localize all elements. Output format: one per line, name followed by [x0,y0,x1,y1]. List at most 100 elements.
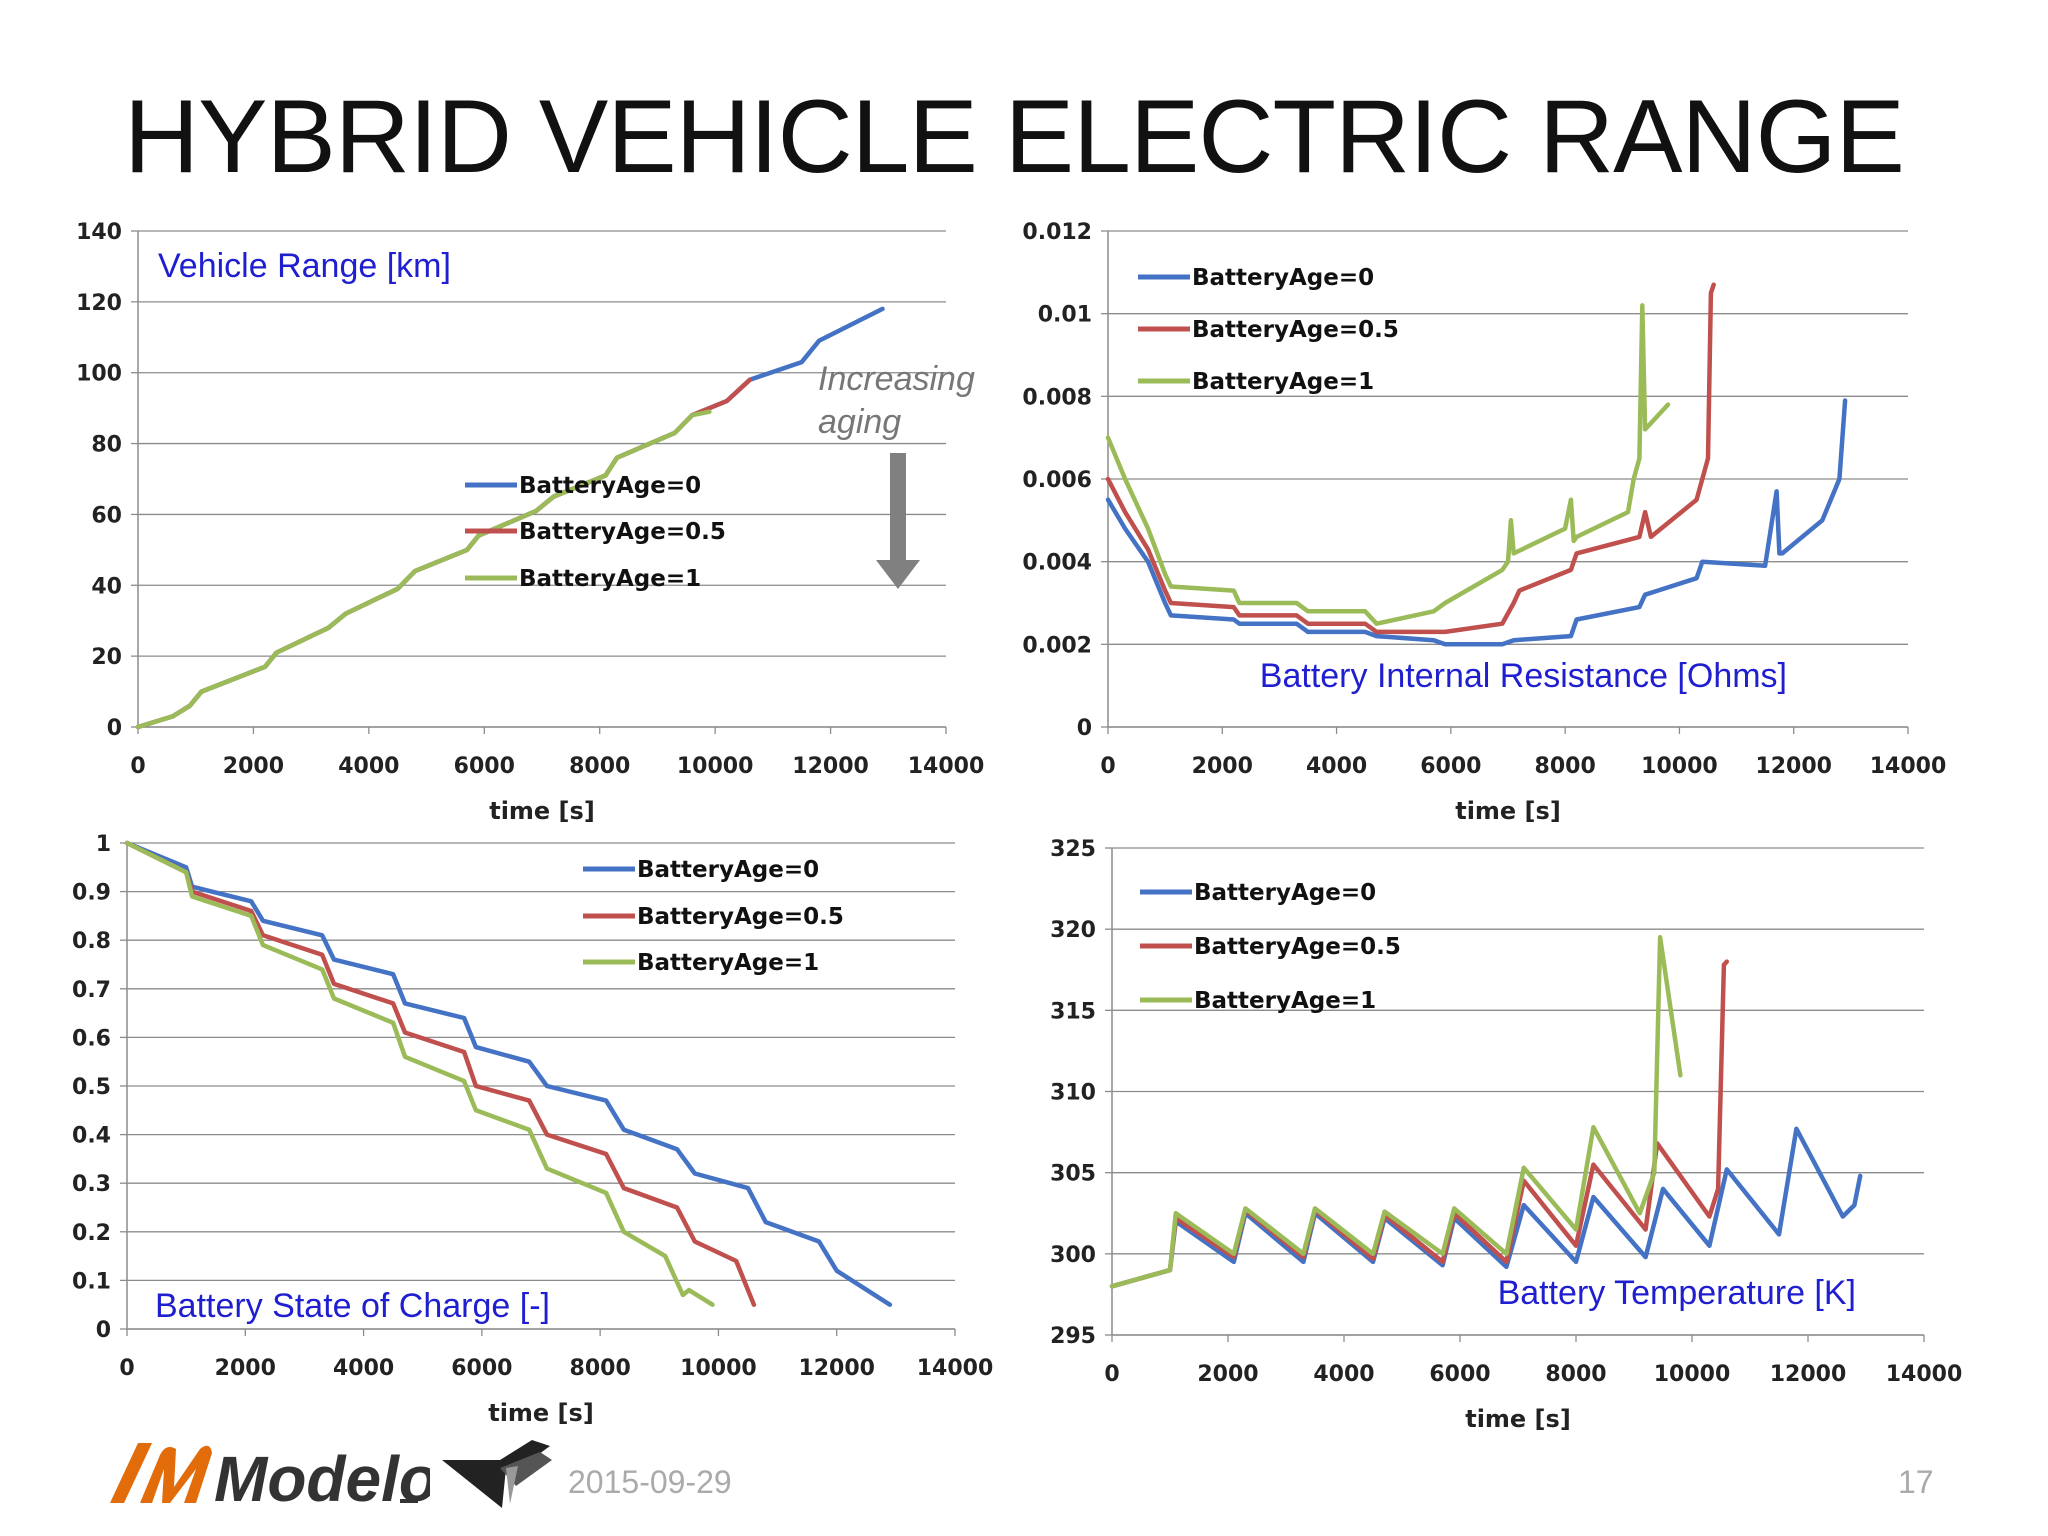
legend-entry: BatteryAge=0 [1140,880,1376,906]
y-tick-label: 140 [76,220,122,245]
y-tick-label: 310 [1050,1081,1096,1106]
legend-label: BatteryAge=0 [637,857,819,883]
x-tick-label: 8000 [570,1356,631,1381]
y-tick-label: 0.6 [72,1026,111,1051]
x-tick-label: 6000 [454,754,515,779]
y-tick-label: 1 [96,832,111,857]
series-line-batteryage-0-5 [1105,282,1716,635]
x-tick-label: 0 [1100,754,1115,779]
legend-entry: BatteryAge=0.5 [583,904,844,930]
legend-entry: BatteryAge=0 [583,857,819,883]
battery-resistance-chart: 0 0.002 0.004 0.006 0.008 0.01 0.012 0 2000 4000 6… [1022,220,1946,825]
x-tick-label: 4000 [338,754,399,779]
series-line-batteryage-0 [135,306,885,730]
y-tick-label: 0 [1077,716,1092,741]
y-tick-label: 0.012 [1022,220,1092,245]
x-tick-label: 14000 [1870,754,1947,779]
legend-label: BatteryAge=1 [519,566,701,592]
y-tick-label: 325 [1050,837,1096,862]
legend-label: BatteryAge=1 [637,950,819,976]
x-tick-label: 4000 [1306,754,1367,779]
y-tick-label: 0.2 [72,1221,111,1246]
legend-entry: BatteryAge=1 [583,950,819,976]
x-tick-label: 2000 [223,754,284,779]
y-tick-label: 0 [96,1318,111,1343]
series-line-batteryage-0 [1105,398,1848,647]
x-tick-label: 10000 [1654,1362,1731,1387]
legend-entry: BatteryAge=0.5 [465,519,726,545]
y-tick-label: 295 [1050,1324,1096,1349]
series-line-batteryage-1 [135,409,712,730]
y-tick-label: 20 [91,645,122,670]
legend-label: BatteryAge=0 [1192,265,1374,291]
legend-entry: BatteryAge=1 [1140,988,1376,1014]
legend-label: BatteryAge=1 [1194,988,1376,1014]
vehicle-range-chart: 0 20 40 60 80 100 120 140 0 2000 4000 6000 8000 10000… [76,220,984,825]
partner-logo [442,1440,552,1508]
legend-label: BatteryAge=0 [1194,880,1376,906]
y-tick-label: 0.008 [1022,385,1092,410]
x-tick-label: 4000 [333,1356,394,1381]
y-tick-label: 320 [1050,918,1096,943]
battery-soc-chart: 0 0.1 0.2 0.3 0.4 0.5 0.6 0.7 0.8 0.9 1 0 2000 4000 60… [72,832,993,1427]
x-tick-label: 10000 [1641,754,1718,779]
x-axis-label: time [s] [488,1399,594,1427]
y-tick-label: 315 [1050,999,1096,1024]
series-line-batteryage-0 [1109,1126,1863,1289]
x-tick-label: 0 [119,1356,134,1381]
legend-entry: BatteryAge=0.5 [1138,317,1399,343]
chart-title: Battery State of Charge [-] [155,1287,550,1325]
x-axis-label: time [s] [1465,1405,1571,1433]
y-tick-label: 40 [91,574,122,599]
series-line-batteryage-1 [1105,303,1671,626]
chart-title: Battery Internal Resistance [Ohms] [1260,657,1787,695]
annotation-increasing: Increasing [818,360,975,398]
chart-title: Battery Temperature [K] [1498,1274,1856,1312]
x-tick-label: 2000 [215,1356,276,1381]
x-tick-label: 8000 [1535,754,1596,779]
battery-temperature-chart: 295 300 305 310 315 320 325 0 2000 4000 6000 8000 10… [1050,837,1962,1433]
x-axis-label: time [s] [1455,797,1561,825]
footer-date: 2015-09-29 [568,1464,732,1500]
x-tick-label: 10000 [680,1356,757,1381]
y-tick-label: 0.8 [72,929,111,954]
y-tick-label: 0.004 [1022,551,1092,576]
series-line-batteryage-0 [124,840,893,1307]
x-tick-label: 8000 [1545,1362,1606,1387]
x-tick-label: 6000 [451,1356,512,1381]
x-tick-label: 12000 [1770,1362,1847,1387]
y-tick-label: 0.002 [1022,633,1092,658]
legend-label: BatteryAge=0.5 [637,904,844,930]
x-tick-label: 12000 [1755,754,1832,779]
legend-entry: BatteryAge=1 [1138,369,1374,395]
y-tick-label: 100 [76,362,122,387]
y-tick-label: 0 [107,716,122,741]
legend-entry: BatteryAge=0.5 [1140,934,1401,960]
x-tick-label: 10000 [677,754,754,779]
legend-label: BatteryAge=0.5 [519,519,726,545]
x-tick-label: 2000 [1192,754,1253,779]
legend-label: BatteryAge=0 [519,473,701,499]
series-line-batteryage-1 [124,840,715,1307]
legend-label: BatteryAge=0.5 [1194,934,1401,960]
x-tick-label: 14000 [908,754,985,779]
y-tick-label: 0.01 [1038,303,1092,328]
x-tick-label: 6000 [1420,754,1481,779]
x-tick-label: 4000 [1313,1362,1374,1387]
y-tick-label: 0.006 [1022,468,1092,493]
legend-entry: BatteryAge=0 [465,473,701,499]
series-line-batteryage-0-5 [124,840,757,1307]
logo-wordmark: Modelon [214,1443,430,1515]
x-tick-label: 12000 [798,1356,875,1381]
y-tick-label: 0.3 [72,1172,111,1197]
y-tick-label: 0.1 [72,1269,111,1294]
legend-entry: BatteryAge=0 [1138,265,1374,291]
modelon-logo: Modelon [110,1443,430,1515]
x-tick-label: 14000 [917,1356,994,1381]
y-tick-label: 300 [1050,1243,1096,1268]
legend-entry: BatteryAge=1 [465,566,701,592]
aging-arrow-icon [876,453,920,589]
y-tick-label: 0.9 [72,881,111,906]
x-tick-label: 12000 [792,754,869,779]
y-tick-label: 0.4 [72,1124,111,1149]
